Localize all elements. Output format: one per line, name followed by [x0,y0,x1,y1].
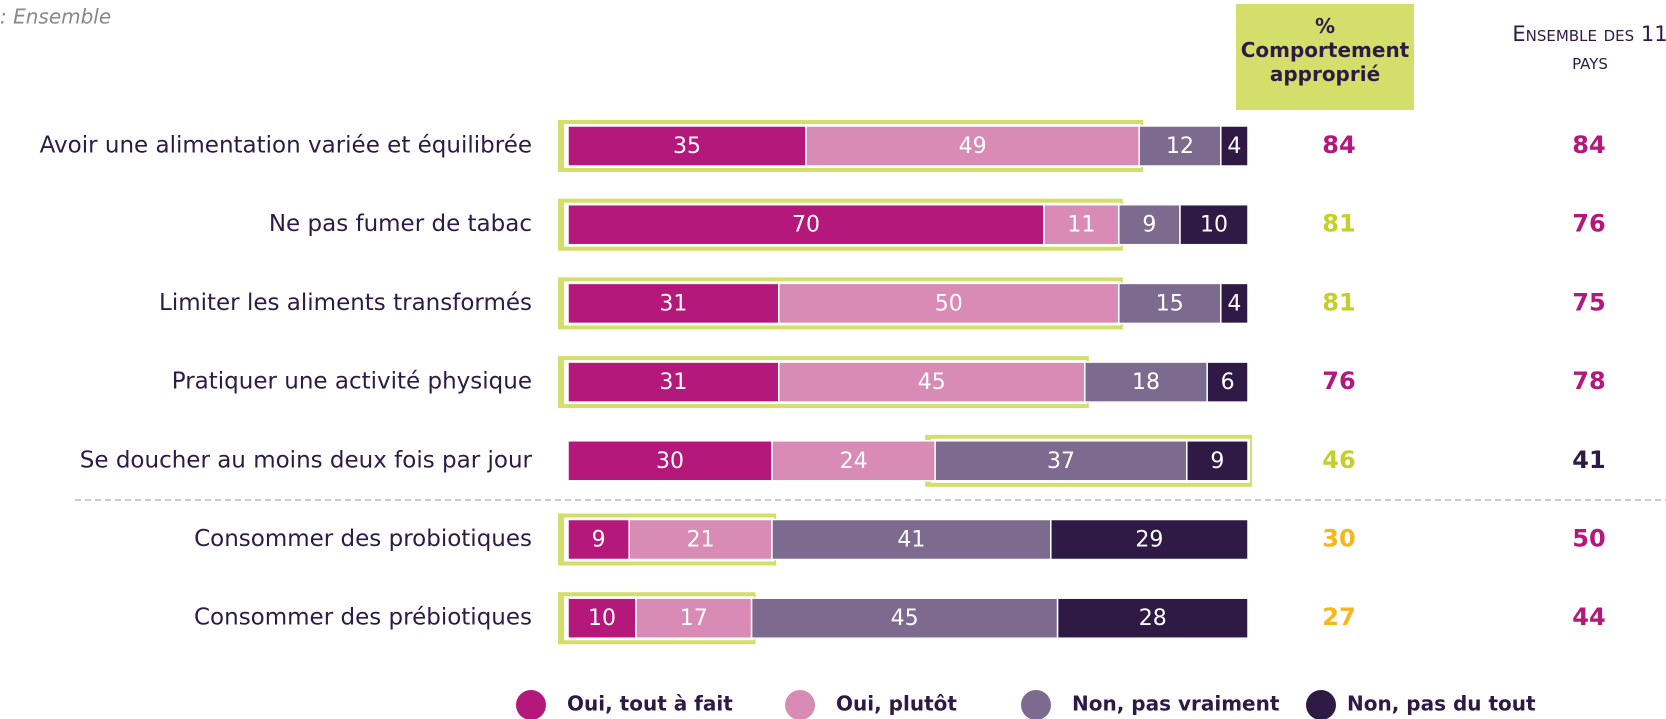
value-label: 41 [897,528,925,553]
value-label: 9 [1210,449,1224,474]
legend-swatch [1021,690,1051,719]
value-label: 45 [918,370,946,395]
value-label: 12 [1166,134,1194,159]
legend-label: Non, pas vraiment [1072,692,1280,716]
value-label: 18 [1132,370,1160,395]
value-label: 30 [656,449,684,474]
legend-swatch [516,690,546,719]
column-header: Ensemble des 11 pays [1512,22,1666,74]
value-label: 35 [673,134,701,159]
value-label: 11 [1067,213,1095,238]
value-label: 9 [592,528,606,553]
value-label: 15 [1156,291,1184,316]
bar-segment [1050,518,1249,561]
bar-segment [1220,125,1249,167]
legend-label: Oui, plutôt [836,692,957,716]
bar-segment [567,440,773,482]
column-value: 84 [1322,131,1355,159]
column-value: 75 [1572,288,1605,316]
value-label: 29 [1135,528,1163,553]
value-label: 9 [1142,213,1156,238]
column-value: 84 [1572,131,1605,159]
bar-segment [750,597,1059,639]
legend-swatch [1306,690,1336,719]
bar-segment [771,518,1052,561]
column-value: 30 [1322,525,1355,553]
legend-swatch [785,690,815,719]
bar-segment [805,125,1140,167]
bar-segment [778,282,1120,325]
bar-segment [771,440,936,482]
column-value: 50 [1572,525,1605,553]
value-label: 4 [1227,134,1241,159]
bar-segment [567,518,630,561]
value-label: 50 [935,291,963,316]
value-label: 28 [1139,606,1167,631]
value-label: 49 [959,134,987,159]
subtitle: : Ensemble [0,5,111,29]
bar-segment [1043,203,1120,246]
category-label: Consommer des prébiotiques [194,605,532,631]
column-value: 46 [1322,446,1355,474]
bar-segment [567,203,1045,246]
value-label: 31 [659,370,687,395]
bar-segment [1186,440,1249,482]
bar-segment [1056,597,1249,639]
bar-segment [1206,361,1249,403]
value-label: 10 [1200,213,1228,238]
bar-segment [1118,203,1181,246]
category-label: Se doucher au moins deux fois par jour [80,447,533,473]
column-value: 81 [1322,210,1355,238]
value-label: 17 [680,606,708,631]
value-label: 31 [659,291,687,316]
legend-label: Oui, tout à fait [567,692,733,716]
bar-segment [1179,203,1249,246]
value-label: 24 [840,449,868,474]
column-value: 41 [1572,446,1605,474]
value-label: 45 [891,606,919,631]
bar-segment [635,597,753,639]
bar-segment [567,282,780,325]
value-label: 10 [588,606,616,631]
column-value: 27 [1322,603,1355,631]
column-value: 78 [1572,367,1605,395]
value-label: 6 [1221,370,1235,395]
value-label: 4 [1227,291,1241,316]
category-label: Consommer des probiotiques [194,526,532,552]
legend-label: Non, pas du tout [1347,692,1536,716]
bar-segment [1138,125,1222,167]
bar-segment [567,361,780,403]
column-header: % Comportement approprié [1236,4,1414,110]
category-label: Avoir une alimentation variée et équilib… [40,133,532,159]
value-label: 21 [687,528,715,553]
column-value: 76 [1322,367,1355,395]
bar-segment [778,361,1086,403]
bar-segment [1084,361,1208,403]
bar-segment [567,125,807,167]
category-label: Pratiquer une activité physique [172,369,532,395]
bar-segment [1118,282,1222,325]
category-label: Ne pas fumer de tabac [269,211,532,237]
category-label: Limiter les aliments transformés [159,290,532,316]
value-label: 70 [792,213,820,238]
column-value: 44 [1572,603,1605,631]
value-label: 37 [1047,449,1075,474]
bar-segment [1220,282,1249,325]
column-value: 81 [1322,288,1355,316]
bar-segment [934,440,1188,482]
column-value: 76 [1572,210,1605,238]
